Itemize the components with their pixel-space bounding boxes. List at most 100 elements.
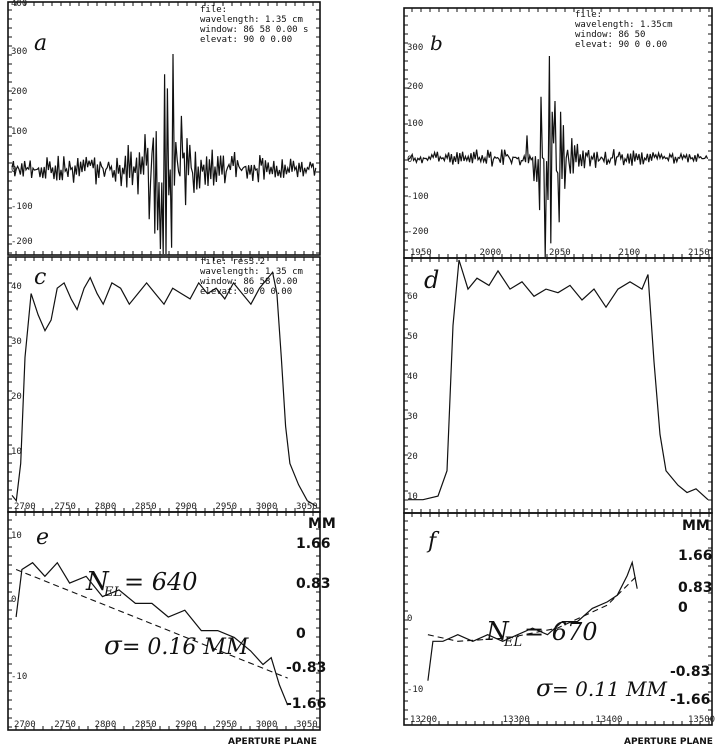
mm-tick-label: 0 <box>296 626 306 642</box>
x-tick-label: 2800 <box>95 502 117 512</box>
y-tick-label: -100 <box>11 202 33 212</box>
mm-unit-label: MM <box>308 516 336 532</box>
x-tick-label: 2700 <box>14 720 36 730</box>
sigma-symbol: σ <box>536 674 553 702</box>
info-line: file: res3.2 <box>200 257 265 267</box>
y-tick-label: -100 <box>407 192 429 202</box>
info-line: wavelength: 1.35 cm <box>200 15 303 25</box>
x-tick-label: 3000 <box>256 720 278 730</box>
x-tick-label: 3050 <box>296 502 318 512</box>
mm-tick-label: 0.83 <box>678 580 713 596</box>
x-tick-label: 13200 <box>410 715 437 725</box>
y-tick-label: 40 <box>11 282 22 292</box>
y-tick-label: 400 <box>11 0 27 9</box>
x-tick-label: 13500 <box>688 715 715 725</box>
info-line: window: 86 58 0.00 s <box>200 25 308 35</box>
info-line: window: 86 50 <box>575 30 645 40</box>
y-tick-label: -10 <box>11 672 27 682</box>
sigma-symbol: σ <box>104 631 123 661</box>
x-tick-label: 2800 <box>95 720 117 730</box>
mm-unit-label: MM <box>682 518 710 534</box>
x-tick-label: 2950 <box>215 720 237 730</box>
x-tick-label: 1950 <box>410 248 432 258</box>
data-trace <box>11 270 317 507</box>
y-tick-label: 300 <box>11 47 27 57</box>
panel-b-info: file: wavelength: 1.35cm window: 86 50 e… <box>575 10 673 50</box>
y-tick-label: 60 <box>407 292 418 302</box>
mm-tick-label: 0 <box>678 600 688 616</box>
x-tick-label: 2100 <box>619 248 641 258</box>
info-line: file: <box>575 10 602 20</box>
y-tick-label: 20 <box>11 392 22 402</box>
y-tick-label: 0 <box>407 614 412 624</box>
n-el-value: = 640 <box>124 568 198 596</box>
y-tick-label: 50 <box>407 332 418 342</box>
panel-c-info: file: res3.2 wavelength: 1.35 cm window:… <box>200 257 303 297</box>
y-tick-label: 0 <box>407 155 412 165</box>
panel-d: 60 50 40 30 20 10 <box>403 257 713 514</box>
mm-tick-label: -0.83 <box>286 660 326 676</box>
info-line: wavelength: 1.35cm <box>575 20 673 30</box>
x-tick-label: 2900 <box>175 502 197 512</box>
panel-e-letter: e <box>36 525 49 550</box>
x-tick-label: 2950 <box>215 502 237 512</box>
panel-f: 0 -10 13200 13300 13400 13500 <box>403 512 715 726</box>
info-line: file: <box>200 5 227 15</box>
x-tick-label: 2850 <box>135 502 157 512</box>
panel-e: 10 0 -10 2700 2750 2800 2850 2900 2950 3000 3050 <box>7 511 321 731</box>
x-tick-label: 2750 <box>54 502 76 512</box>
panel-c-letter: c <box>34 265 46 290</box>
y-tick-label: 10 <box>407 492 418 502</box>
mm-tick-label: -1.66 <box>286 696 326 712</box>
y-tick-label: 100 <box>11 127 27 137</box>
y-tick-label: 0 <box>11 595 16 605</box>
panel-a-info: file: wavelength: 1.35 cm window: 86 58 … <box>200 5 308 45</box>
y-tick-label: 200 <box>11 87 27 97</box>
y-tick-label: 30 <box>407 412 418 422</box>
y-tick-label: 300 <box>407 43 423 53</box>
x-tick-label: 2900 <box>175 720 197 730</box>
y-tick-label: 100 <box>407 119 423 129</box>
panel-frame <box>7 1 321 256</box>
x-tick-label: 3000 <box>256 502 278 512</box>
panel-a-letter: a <box>34 31 47 56</box>
fit-curve <box>427 575 638 642</box>
data-trace <box>15 561 289 706</box>
mm-tick-label: 0.83 <box>296 576 331 592</box>
y-tick-label: -10 <box>407 685 423 695</box>
x-tick-label: 2150 <box>688 248 710 258</box>
aperture-plane-label: APERTURE PLANE <box>228 737 317 747</box>
y-tick-label: 40 <box>407 372 418 382</box>
x-tick-label: 2700 <box>14 502 36 512</box>
panel-frame <box>403 512 713 726</box>
x-tick-label: 13400 <box>595 715 622 725</box>
interferogram-trace <box>407 55 709 258</box>
panel-f-annotations: N EL = 670 σ = 0.11 MM APERTURE PLANE <box>485 617 713 747</box>
y-tick-label: 10 <box>11 447 22 457</box>
info-line: window: 86 58 0.00 <box>200 277 298 287</box>
panel-b-letter: b <box>430 31 443 55</box>
interferogram-trace <box>11 53 317 255</box>
x-tick-label: 2750 <box>54 720 76 730</box>
n-el-symbol: N <box>485 617 510 647</box>
mm-tick-label: -0.83 <box>670 664 710 680</box>
mm-tick-label: 1.66 <box>296 536 331 552</box>
panel-frame <box>7 511 321 731</box>
mm-tick-label: 1.66 <box>678 548 713 564</box>
fit-curve <box>15 568 288 679</box>
y-tick-label: 200 <box>407 82 423 92</box>
info-line: elevat: 90 0 0.00 <box>200 35 292 45</box>
y-tick-label: 30 <box>11 337 22 347</box>
info-line: elevat: 90 0 0.00 <box>575 40 667 50</box>
x-tick-label: 13300 <box>503 715 530 725</box>
y-tick-label: 10 <box>11 531 22 541</box>
x-tick-label: 2000 <box>480 248 502 258</box>
x-tick-label: 3050 <box>296 720 318 730</box>
panel-e-annotations: N EL = 640 σ = 0.16 MM APERTURE PLANE <box>85 567 317 747</box>
y-tick-label: -200 <box>11 237 33 247</box>
n-el-value: = 670 <box>524 618 598 646</box>
panel-e-mm-axis: MM 1.66 0.83 0 -0.83 -1.66 <box>286 516 336 712</box>
n-el-subscript: EL <box>103 585 122 600</box>
